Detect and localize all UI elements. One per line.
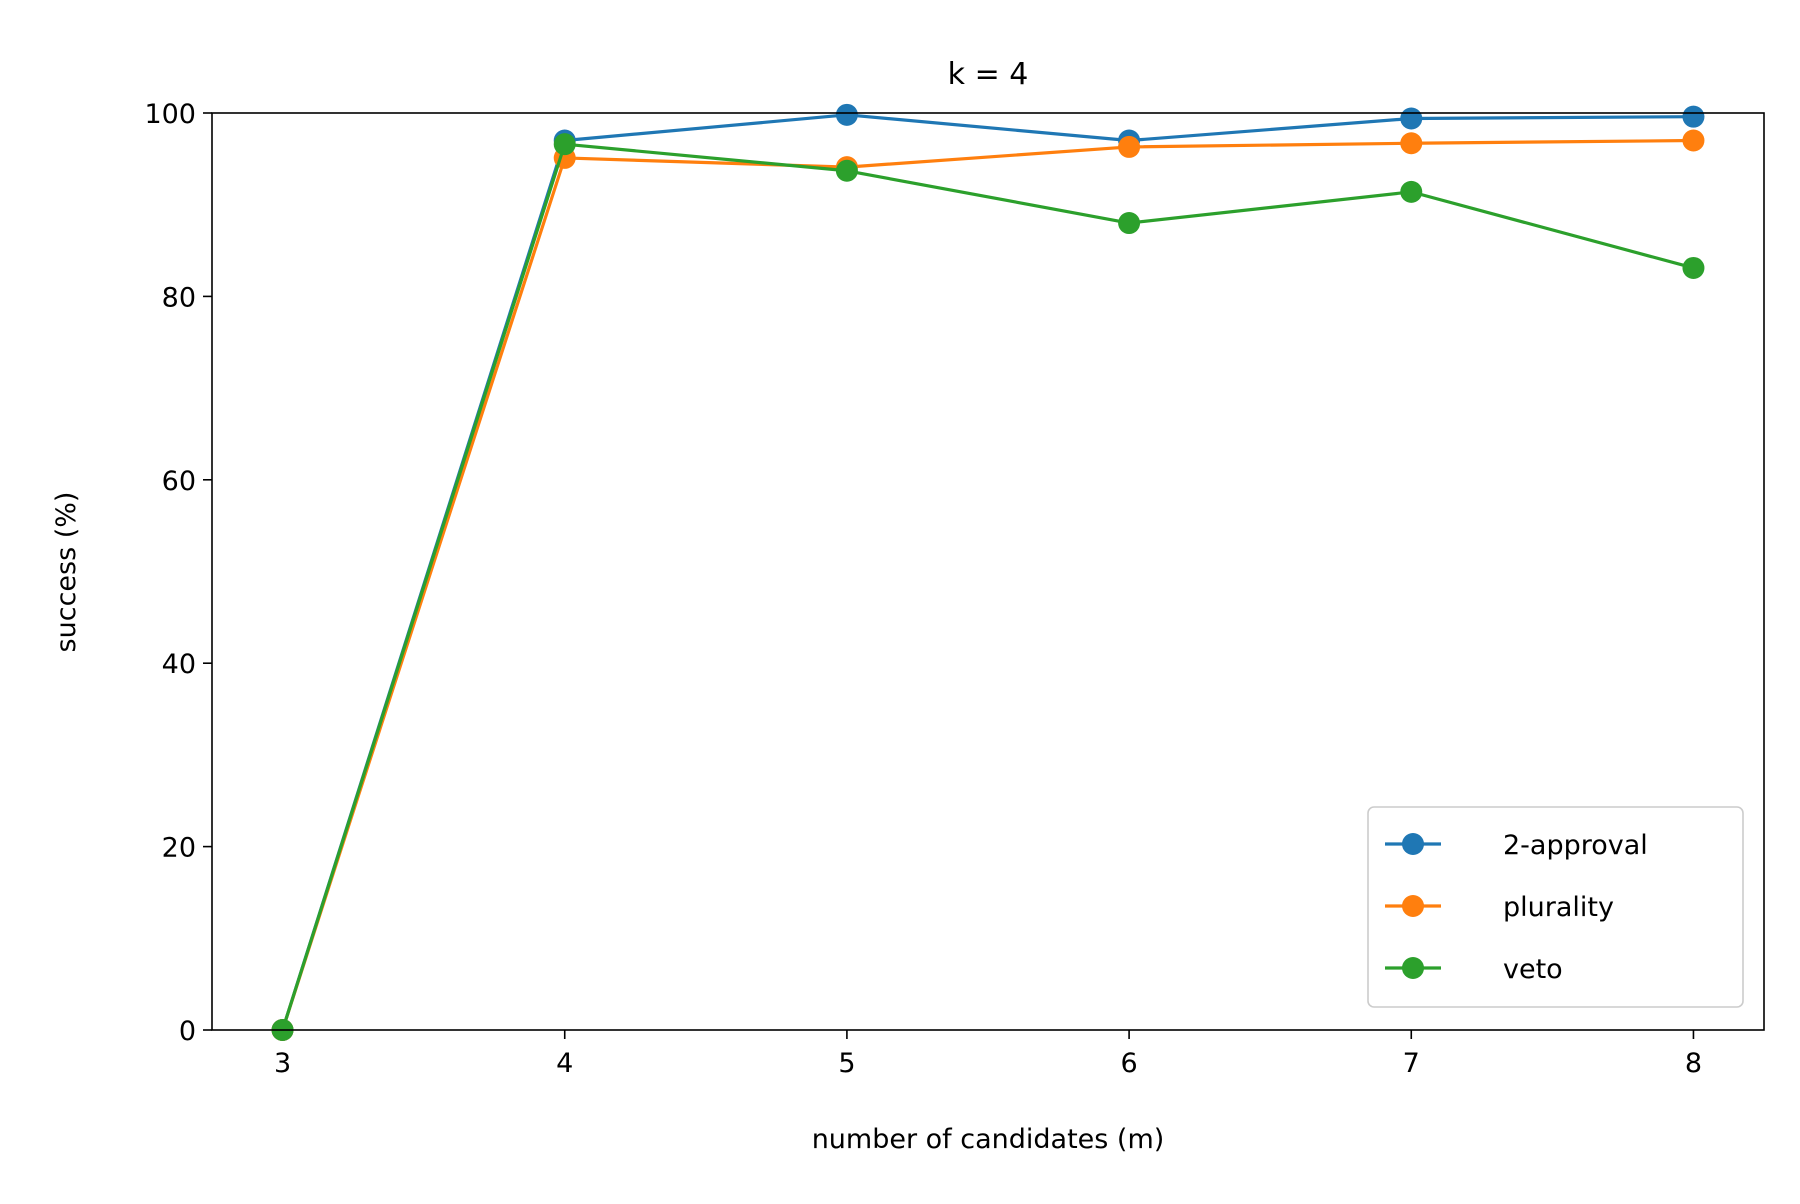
axes-frame <box>211 112 1765 1031</box>
legend-label: veto <box>1503 954 1563 985</box>
y-axis-label: success (%) <box>51 492 82 653</box>
data-point <box>1682 129 1705 152</box>
series-line <box>281 142 1694 1031</box>
y-tick-label: 60 <box>162 466 196 497</box>
y-tick-label: 20 <box>162 833 196 864</box>
y-tick-label: 40 <box>162 649 196 680</box>
data-point <box>1682 256 1705 279</box>
data-point <box>553 133 576 156</box>
data-point <box>1118 212 1141 235</box>
data-point <box>1400 180 1423 203</box>
legend: 2-approval plurality veto <box>1367 806 1744 1008</box>
chart-title: k = 4 <box>948 57 1029 92</box>
data-point <box>1682 105 1705 128</box>
legend-box <box>1367 806 1744 1008</box>
plot-area <box>271 103 1705 1041</box>
x-tick-label: 6 <box>1120 1048 1137 1079</box>
data-point <box>1400 107 1423 130</box>
x-axis-label: number of candidates (m) <box>812 1124 1165 1155</box>
legend-marker <box>1402 833 1424 855</box>
y-tick-label: 80 <box>162 282 196 313</box>
x-tick-label: 4 <box>556 1048 573 1079</box>
y-tick-label: 100 <box>144 99 196 130</box>
legend-marker <box>1402 957 1424 979</box>
data-point <box>835 159 858 182</box>
legend-label: plurality <box>1503 892 1614 923</box>
x-tick-label: 3 <box>274 1048 291 1079</box>
x-tick-label: 8 <box>1685 1048 1702 1079</box>
data-point <box>1400 132 1423 155</box>
legend-marker <box>1402 895 1424 917</box>
series-line <box>281 138 1694 1031</box>
data-point <box>1118 135 1141 158</box>
data-point <box>835 103 858 126</box>
x-tick-label: 7 <box>1403 1048 1420 1079</box>
y-tick-label: 0 <box>179 1016 196 1047</box>
legend-label: 2-approval <box>1503 830 1648 861</box>
x-tick-label: 5 <box>838 1048 855 1079</box>
